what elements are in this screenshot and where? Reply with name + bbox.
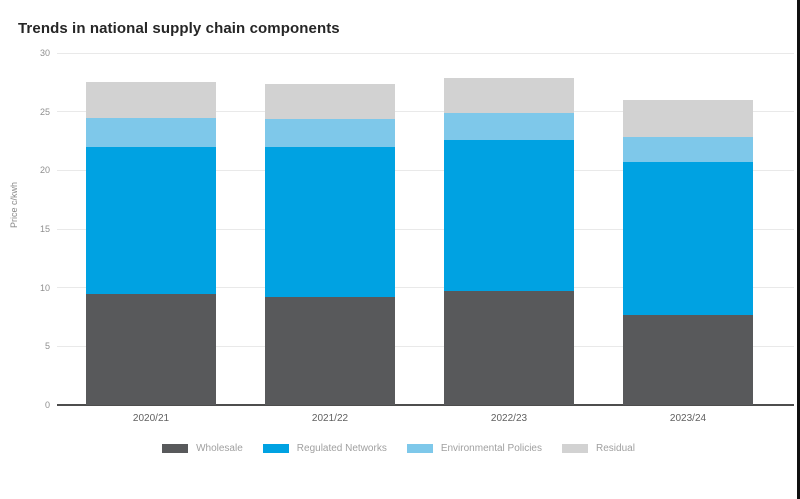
- gridline-y20: [57, 169, 794, 171]
- x-axis-label-2021-22: 2021/22: [311, 413, 349, 424]
- bar-segment-residual-2020-21: [86, 82, 216, 118]
- gridline-y10: [57, 287, 794, 289]
- bar-segment-regulated-networks-2021-22: [265, 146, 395, 298]
- y-tick-label-25: 25: [39, 106, 50, 117]
- bar-segment-regulated-networks-2023-24: [623, 162, 753, 315]
- right-edge-strip: [797, 0, 800, 499]
- legend-item-regulated-networks[interactable]: Regulated Networks: [262, 443, 387, 454]
- gridline-y5: [57, 345, 794, 347]
- gridline-y30: [57, 52, 794, 54]
- legend-label: Residual: [596, 443, 635, 454]
- x-axis-label-2020-21: 2020/21: [132, 413, 170, 424]
- y-tick-label-5: 5: [44, 341, 50, 352]
- x-axis-label-2023-24: 2023/24: [669, 413, 707, 424]
- y-tick-label-15: 15: [39, 224, 50, 234]
- legend-swatch-icon: [262, 444, 289, 453]
- legend-swatch-icon: [562, 444, 588, 453]
- y-tick-label-0: 0: [44, 400, 50, 410]
- legend-label: Environmental Policies: [440, 443, 542, 454]
- bar-segment-residual-2021-22: [265, 83, 395, 119]
- y-tick-label-20: 20: [39, 165, 50, 176]
- bar-segment-wholesale-2022-23: [444, 291, 574, 405]
- legend-label: Wholesale: [196, 443, 243, 454]
- legend-label: Regulated Networks: [296, 443, 387, 454]
- bar-segment-regulated-networks-2022-23: [444, 139, 574, 292]
- legend-item-wholesale[interactable]: Wholesale: [162, 443, 243, 454]
- legend-item-residual[interactable]: Residual: [562, 443, 635, 454]
- legend-item-environmental-policies[interactable]: Environmental Policies: [406, 443, 542, 454]
- x-axis-line: [57, 404, 794, 406]
- bar-segment-wholesale-2023-24: [623, 314, 753, 405]
- gridline-y25: [57, 111, 794, 113]
- y-tick-label-30: 30: [39, 48, 50, 58]
- bar-segment-regulated-networks-2020-21: [86, 146, 216, 294]
- y-tick-label-10: 10: [39, 282, 50, 293]
- chart-legend: Wholesale Regulated Networks Environmental…: [0, 443, 797, 454]
- bar-segment-wholesale-2021-22: [265, 297, 395, 405]
- bar-segment-environmental-policies-2022-23: [444, 112, 574, 140]
- bar-segment-environmental-policies-2020-21: [86, 117, 216, 147]
- gridline-y15: [57, 228, 794, 230]
- bar-segment-residual-2022-23: [444, 77, 574, 113]
- chart-title: Trends in national supply chain componen…: [18, 20, 340, 37]
- bar-segment-environmental-policies-2023-24: [623, 137, 753, 163]
- bar-segment-wholesale-2020-21: [86, 293, 216, 405]
- bar-segment-environmental-policies-2021-22: [265, 118, 395, 147]
- bar-segment-residual-2023-24: [623, 99, 753, 138]
- x-axis-label-2022-23: 2022/23: [490, 413, 528, 424]
- legend-swatch-icon: [406, 444, 433, 453]
- legend-swatch-icon: [162, 444, 189, 453]
